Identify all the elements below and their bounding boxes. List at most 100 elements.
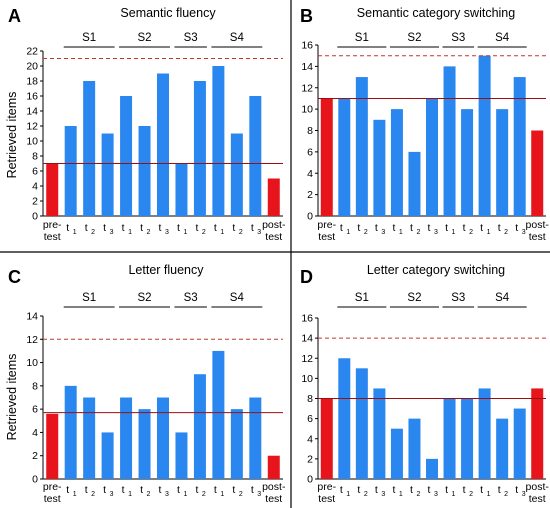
y-tick-label: 4 <box>307 433 313 445</box>
bar <box>355 77 368 216</box>
x-tick-subscript: 3 <box>165 491 169 498</box>
session-label: S1 <box>82 32 96 44</box>
bar <box>338 358 351 479</box>
bar <box>443 66 456 216</box>
y-tick-label: 8 <box>32 151 38 163</box>
y-tick-label: 16 <box>26 91 38 103</box>
x-tick-label: t <box>410 484 413 496</box>
x-tick-label: t <box>232 484 235 496</box>
x-tick-label: t <box>392 222 395 234</box>
x-tick-subscript: 1 <box>346 229 350 236</box>
x-tick-label: t <box>140 484 143 496</box>
y-tick-label: 10 <box>301 104 313 116</box>
x-tick-subscript: 1 <box>73 491 77 498</box>
x-tick-subscript: 1 <box>73 229 77 236</box>
y-tick-label: 20 <box>26 61 38 73</box>
bar <box>83 81 96 216</box>
y-tick-label: 2 <box>32 450 38 462</box>
y-tick-label: 6 <box>307 146 313 158</box>
x-tick-label: t <box>340 222 343 234</box>
y-tick-label: 14 <box>26 311 38 323</box>
bar <box>408 151 421 216</box>
panel-d: D Letter category switching 024681012141… <box>300 263 549 505</box>
x-tick-subscript: 2 <box>202 229 206 236</box>
bar <box>230 133 243 216</box>
x-tick-label: t <box>66 484 69 496</box>
panel-a: A Semantic fluency Retrieved items 0 2 4 6 8… <box>5 6 286 243</box>
x-tick-label: t <box>66 222 69 234</box>
x-tick-subscript: 2 <box>504 229 508 236</box>
x-tick-label: t <box>445 484 448 496</box>
session-label: S3 <box>451 32 465 44</box>
y-tick-label: 6 <box>32 166 38 178</box>
x-tick-label: t <box>375 484 378 496</box>
session-label: S2 <box>407 292 421 304</box>
x-tick-subscript: 3 <box>434 491 438 498</box>
bar <box>408 418 421 479</box>
x-tick-label: post- <box>526 481 550 493</box>
session-label: S4 <box>495 292 510 304</box>
x-tick-label: t <box>214 484 217 496</box>
y-tick-label: 0 <box>32 474 38 486</box>
x-tick-label: t <box>195 484 198 496</box>
x-tick-label: t <box>480 484 483 496</box>
x-tick-label: t <box>498 484 501 496</box>
bar <box>461 109 474 216</box>
x-tick-label: t <box>428 222 431 234</box>
y-tick-label: 14 <box>26 106 38 118</box>
x-tick-label: test <box>44 231 61 243</box>
x-tick-label: t <box>177 222 180 234</box>
y-tick-label: 18 <box>26 76 38 88</box>
y-tick-label: 2 <box>307 189 313 201</box>
bar <box>478 388 491 479</box>
bar <box>320 398 333 479</box>
session-label: S1 <box>355 32 369 44</box>
y-tick-label: 16 <box>301 313 313 325</box>
session-label: S3 <box>184 32 198 44</box>
x-tick-subscript: 2 <box>147 229 151 236</box>
y-tick-label: 0 <box>307 211 313 223</box>
bar <box>120 96 133 216</box>
x-tick-label: t <box>392 484 395 496</box>
bar <box>64 126 77 216</box>
panel-b-letter: B <box>300 6 313 26</box>
x-tick-label: t <box>463 222 466 234</box>
y-tick-label: 14 <box>301 61 313 73</box>
x-tick-label: t <box>375 222 378 234</box>
x-tick-subscript: 1 <box>128 491 132 498</box>
panel-c-title: Letter fluency <box>128 263 204 277</box>
bar <box>355 368 368 479</box>
x-tick-label: t <box>177 484 180 496</box>
x-tick-subscript: 2 <box>469 491 473 498</box>
x-tick-label: pre- <box>43 219 62 231</box>
x-tick-label: post- <box>262 219 286 231</box>
x-tick-label: pre- <box>317 219 336 231</box>
y-tick-label: 6 <box>307 413 313 425</box>
bar <box>157 73 169 216</box>
y-tick-label: 8 <box>32 380 38 392</box>
x-tick-label: t <box>445 222 448 234</box>
x-tick-subscript: 2 <box>239 229 243 236</box>
x-tick-label: t <box>159 222 162 234</box>
bar <box>64 385 77 479</box>
y-tick-label: 10 <box>26 357 38 369</box>
x-tick-subscript: 1 <box>487 229 491 236</box>
session-label: S2 <box>137 32 151 44</box>
x-tick-subscript: 1 <box>399 229 403 236</box>
panel-d-title: Letter category switching <box>367 263 505 277</box>
x-tick-label: t <box>103 484 106 496</box>
x-tick-subscript: 2 <box>147 491 151 498</box>
bar <box>478 55 491 216</box>
bar <box>101 432 114 479</box>
bar <box>320 98 333 216</box>
x-tick-label: t <box>463 484 466 496</box>
panel-a-title: Semantic fluency <box>120 6 216 20</box>
bar <box>83 397 96 479</box>
bar <box>101 133 114 216</box>
bar <box>249 397 262 479</box>
x-tick-subscript: 3 <box>257 229 261 236</box>
x-tick-label: t <box>480 222 483 234</box>
